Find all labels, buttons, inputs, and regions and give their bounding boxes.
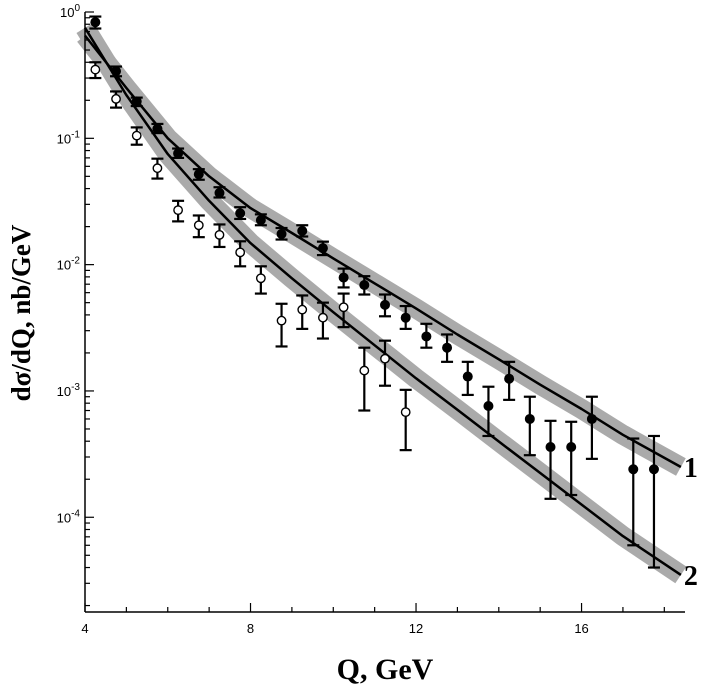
data-point-filled (628, 464, 639, 475)
x-axis-label: Q, GeV (337, 653, 434, 686)
curve-label-2: 2 (684, 561, 698, 592)
data-point-filled (173, 148, 184, 159)
data-point-open (359, 365, 370, 376)
data-point-filled (317, 243, 328, 254)
data-point-filled (152, 123, 163, 134)
x-tick-label: 4 (81, 621, 88, 636)
data-point-filled (400, 312, 411, 323)
data-point-filled (504, 373, 515, 384)
data-point-open (131, 130, 142, 141)
curve-label-1: 1 (684, 453, 698, 484)
y-tick-label: 10-1 (57, 129, 81, 146)
data-point-open (152, 163, 163, 174)
data-point-filled (524, 413, 535, 424)
data-point-open (255, 273, 266, 284)
data-point-open (276, 315, 287, 326)
data-point-open (318, 312, 328, 323)
data-point-filled (193, 169, 204, 180)
data-point-filled (297, 225, 308, 236)
curve-labels: 12 (684, 453, 698, 592)
data-point-filled (111, 66, 122, 77)
data-point-filled (276, 228, 287, 239)
data-point-open (173, 205, 184, 216)
data-point-filled (235, 208, 246, 219)
data-point-filled (442, 342, 453, 353)
data-point-filled (462, 371, 473, 382)
data-point-filled (380, 299, 390, 310)
y-tick-label: 10-4 (57, 508, 81, 525)
data-point-filled (586, 413, 597, 424)
x-tick-label: 8 (247, 621, 254, 636)
data-point-open (214, 229, 225, 240)
y-axis-label: dσ/dQ, nb/GeV (6, 224, 36, 401)
axes (84, 11, 685, 613)
data-point-filled (338, 272, 349, 283)
data-point-filled (483, 401, 494, 412)
data-point-open (380, 353, 390, 364)
data-point-open (90, 64, 101, 75)
y-tick-label: 10-3 (57, 382, 81, 399)
data-point-filled (131, 96, 142, 107)
data-point-filled (255, 215, 266, 226)
x-tick-label: 16 (574, 621, 588, 636)
y-tick-label: 100 (60, 3, 80, 20)
data-point-open (338, 302, 349, 313)
data-point-filled (421, 331, 432, 342)
data-point-open (111, 94, 121, 104)
data-point-filled (566, 441, 577, 452)
data-point-open (400, 407, 411, 418)
data-point-open (235, 247, 246, 258)
y-tick-label: 10-2 (57, 256, 81, 273)
x-tick-label: 12 (409, 621, 423, 636)
data-point-filled (90, 17, 101, 28)
data-markers (90, 17, 659, 475)
data-point-filled (214, 187, 225, 198)
data-point-filled (648, 464, 659, 475)
data-point-open (193, 220, 204, 231)
data-point-filled (359, 279, 370, 290)
data-point-open (297, 304, 308, 315)
data-point-filled (545, 441, 556, 452)
tick-labels: 4 8 12 16 100 10-1 10-2 10-3 10-4 (57, 3, 589, 636)
